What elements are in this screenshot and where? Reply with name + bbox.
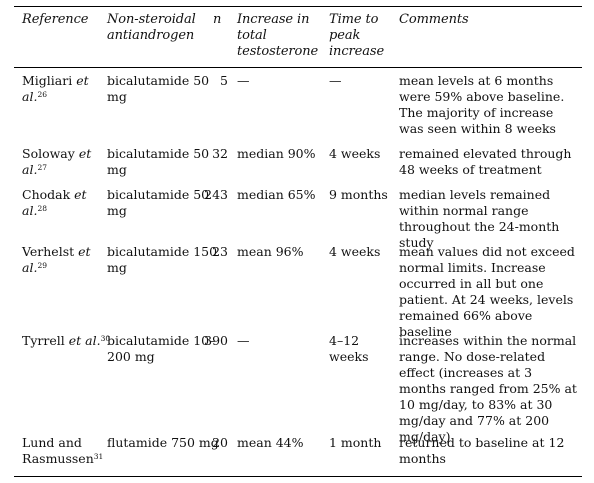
header-reference: Reference — [22, 12, 89, 27]
increase-cell: mean 96% — [237, 244, 304, 259]
increase-cell: mean 44% — [237, 435, 304, 450]
reference-author: Migliari — [22, 73, 73, 88]
time-cell: 9 months — [329, 187, 388, 202]
table-header-row: Reference Non-steroidal antiandrogen n I… — [14, 12, 582, 66]
reference-citation: 27 — [37, 163, 47, 172]
time-cell: 4–12 weeks — [329, 333, 369, 364]
reference-etal: et al. — [22, 187, 87, 218]
reference-author: Chodak — [22, 187, 71, 202]
reference-author: Lund and Rasmussen — [22, 435, 94, 466]
reference-cell: Lund and Rasmussen31 — [22, 435, 112, 467]
header-comments: Comments — [399, 12, 469, 27]
reference-citation: 31 — [93, 452, 104, 461]
antiandrogen-cell: flutamide 750 mg — [107, 435, 219, 450]
reference-cell: Chodak et al.28 — [22, 187, 112, 219]
reference-citation: 30 — [100, 334, 111, 343]
antiandrogen-cell: bicalutamide 10–200 mg — [107, 333, 216, 364]
reference-etal: et al. — [22, 244, 91, 275]
n-cell: 20 — [212, 435, 228, 450]
reference-citation: 28 — [37, 204, 47, 213]
comments-cell: increases within the normal range. No do… — [399, 333, 577, 444]
n-cell: 390 — [204, 333, 228, 348]
antiandrogen-cell: bicalutamide 50 mg — [107, 73, 210, 104]
reference-cell: Tyrrell et al.30 — [22, 333, 112, 349]
reference-cell: Verhelst et al.29 — [22, 244, 112, 276]
comments-cell: returned to baseline at 12 months — [399, 435, 565, 466]
header-increase: Increase in total testosterone — [237, 12, 319, 59]
time-cell: 1 month — [329, 435, 382, 450]
reference-citation: 29 — [37, 261, 47, 270]
comments-cell: remained elevated through 48 weeks of tr… — [399, 146, 572, 177]
comments-cell: median levels remained within normal ran… — [399, 187, 560, 250]
n-cell: 23 — [212, 244, 228, 259]
increase-cell: — — [237, 333, 250, 348]
n-cell: 5 — [220, 73, 228, 88]
antiandrogen-cell: bicalutamide 50 mg — [107, 187, 210, 218]
comments-cell: mean levels at 6 months were 59% above b… — [399, 73, 565, 136]
reference-cell: Migliari et al.26 — [22, 73, 112, 105]
time-cell: 4 weeks — [329, 146, 381, 161]
increase-cell: — — [237, 73, 250, 88]
antiandrogen-cell: bicalutamide 150 mg — [107, 244, 218, 275]
comments-cell: mean values did not exceed normal limits… — [399, 244, 575, 339]
reference-citation: 26 — [37, 90, 47, 99]
increase-cell: median 65% — [237, 187, 316, 202]
antiandrogen-cell: bicalutamide 50 mg — [107, 146, 210, 177]
increase-cell: median 90% — [237, 146, 316, 161]
reference-author: Soloway — [22, 146, 75, 161]
reference-cell: Soloway et al.27 — [22, 146, 112, 178]
time-cell: — — [329, 73, 342, 88]
n-cell: 32 — [212, 146, 228, 161]
reference-author: Tyrrell — [22, 333, 65, 348]
time-cell: 4 weeks — [329, 244, 381, 259]
table-header-rule — [14, 67, 582, 68]
reference-etal: et al. — [22, 73, 89, 104]
n-cell: 243 — [204, 187, 228, 202]
header-time: Time to peak increase — [329, 12, 385, 59]
reference-author: Verhelst — [22, 244, 75, 259]
reference-etal: et al. — [22, 146, 92, 177]
reference-etal: et al. — [68, 333, 101, 348]
header-n: n — [213, 12, 222, 27]
table-bottom-rule — [14, 476, 582, 477]
table-top-rule — [14, 6, 582, 7]
header-antiandrogen: Non-steroidal antiandrogen — [107, 12, 196, 43]
